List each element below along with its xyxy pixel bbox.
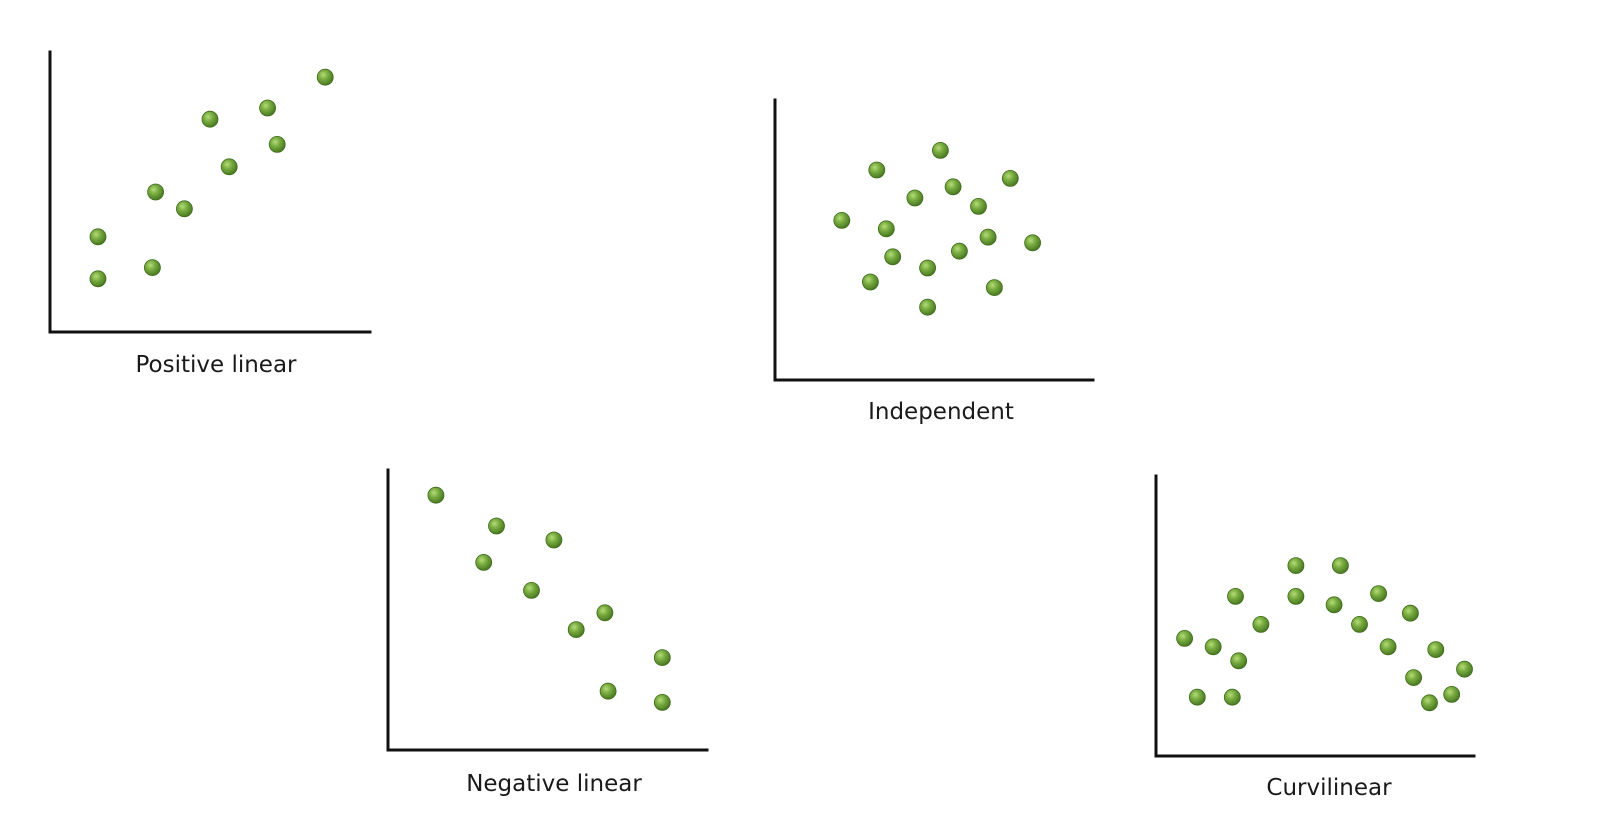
data-point	[89, 228, 107, 246]
data-point	[979, 228, 997, 246]
data-point	[1230, 652, 1248, 670]
chart-positive-linear: Positive linear	[48, 50, 372, 378]
data-point	[1176, 630, 1193, 647]
chart-axes	[386, 468, 709, 752]
data-point	[599, 682, 617, 700]
data-point	[1223, 688, 1241, 706]
data-point	[1188, 688, 1206, 706]
data-point	[1001, 169, 1019, 187]
chart-curvilinear: Curvilinear	[1154, 474, 1476, 801]
data-point	[970, 197, 987, 215]
data-point	[1427, 641, 1445, 658]
data-point	[653, 694, 671, 711]
data-point	[1405, 669, 1422, 686]
data-point	[523, 582, 540, 599]
data-point	[919, 298, 936, 316]
chart-title: Positive linear	[135, 352, 297, 378]
data-point	[488, 517, 505, 535]
data-point	[951, 242, 968, 260]
data-point	[932, 141, 949, 159]
chart-points	[89, 68, 334, 288]
data-point	[316, 68, 334, 86]
data-point	[1421, 694, 1438, 712]
data-point	[906, 189, 924, 207]
data-point	[1332, 557, 1349, 574]
chart-title: Curvilinear	[1266, 775, 1392, 801]
chart-title: Negative linear	[466, 771, 642, 797]
data-point	[1024, 234, 1041, 252]
data-point	[1325, 596, 1343, 614]
data-point	[220, 158, 238, 176]
data-point	[877, 220, 895, 238]
data-point	[1287, 557, 1305, 574]
data-point	[427, 486, 445, 504]
data-point	[143, 259, 161, 277]
data-point	[1402, 604, 1419, 622]
data-point	[653, 649, 671, 666]
chart-points	[1176, 557, 1473, 712]
data-point	[201, 110, 219, 128]
data-point	[1351, 616, 1368, 633]
data-point	[1204, 638, 1222, 656]
data-point	[567, 621, 585, 638]
data-point	[1443, 686, 1461, 703]
data-point	[1252, 616, 1270, 633]
data-point	[862, 273, 879, 291]
data-point	[147, 183, 165, 201]
data-point	[89, 270, 107, 288]
chart-axes	[48, 50, 372, 334]
data-point	[596, 604, 614, 622]
chart-title: Independent	[868, 399, 1014, 425]
chart-points	[833, 141, 1041, 316]
data-point	[944, 178, 962, 196]
data-point	[259, 99, 277, 117]
chart-points	[427, 486, 671, 711]
data-point	[1227, 588, 1244, 605]
data-point	[919, 259, 936, 277]
data-point	[175, 200, 193, 218]
chart-independent: Independent	[773, 98, 1095, 425]
data-point	[868, 161, 886, 179]
data-point	[268, 135, 286, 153]
data-point	[833, 211, 851, 229]
data-point	[475, 554, 493, 571]
chart-axes	[773, 98, 1095, 382]
data-point	[1456, 660, 1473, 678]
data-point	[1287, 588, 1305, 605]
chart-negative-linear: Negative linear	[386, 468, 709, 797]
data-point	[1379, 638, 1397, 656]
data-point	[986, 279, 1003, 297]
data-point	[545, 531, 563, 549]
data-point	[1370, 585, 1387, 602]
data-point	[884, 248, 902, 266]
chart-axes	[1154, 474, 1476, 758]
